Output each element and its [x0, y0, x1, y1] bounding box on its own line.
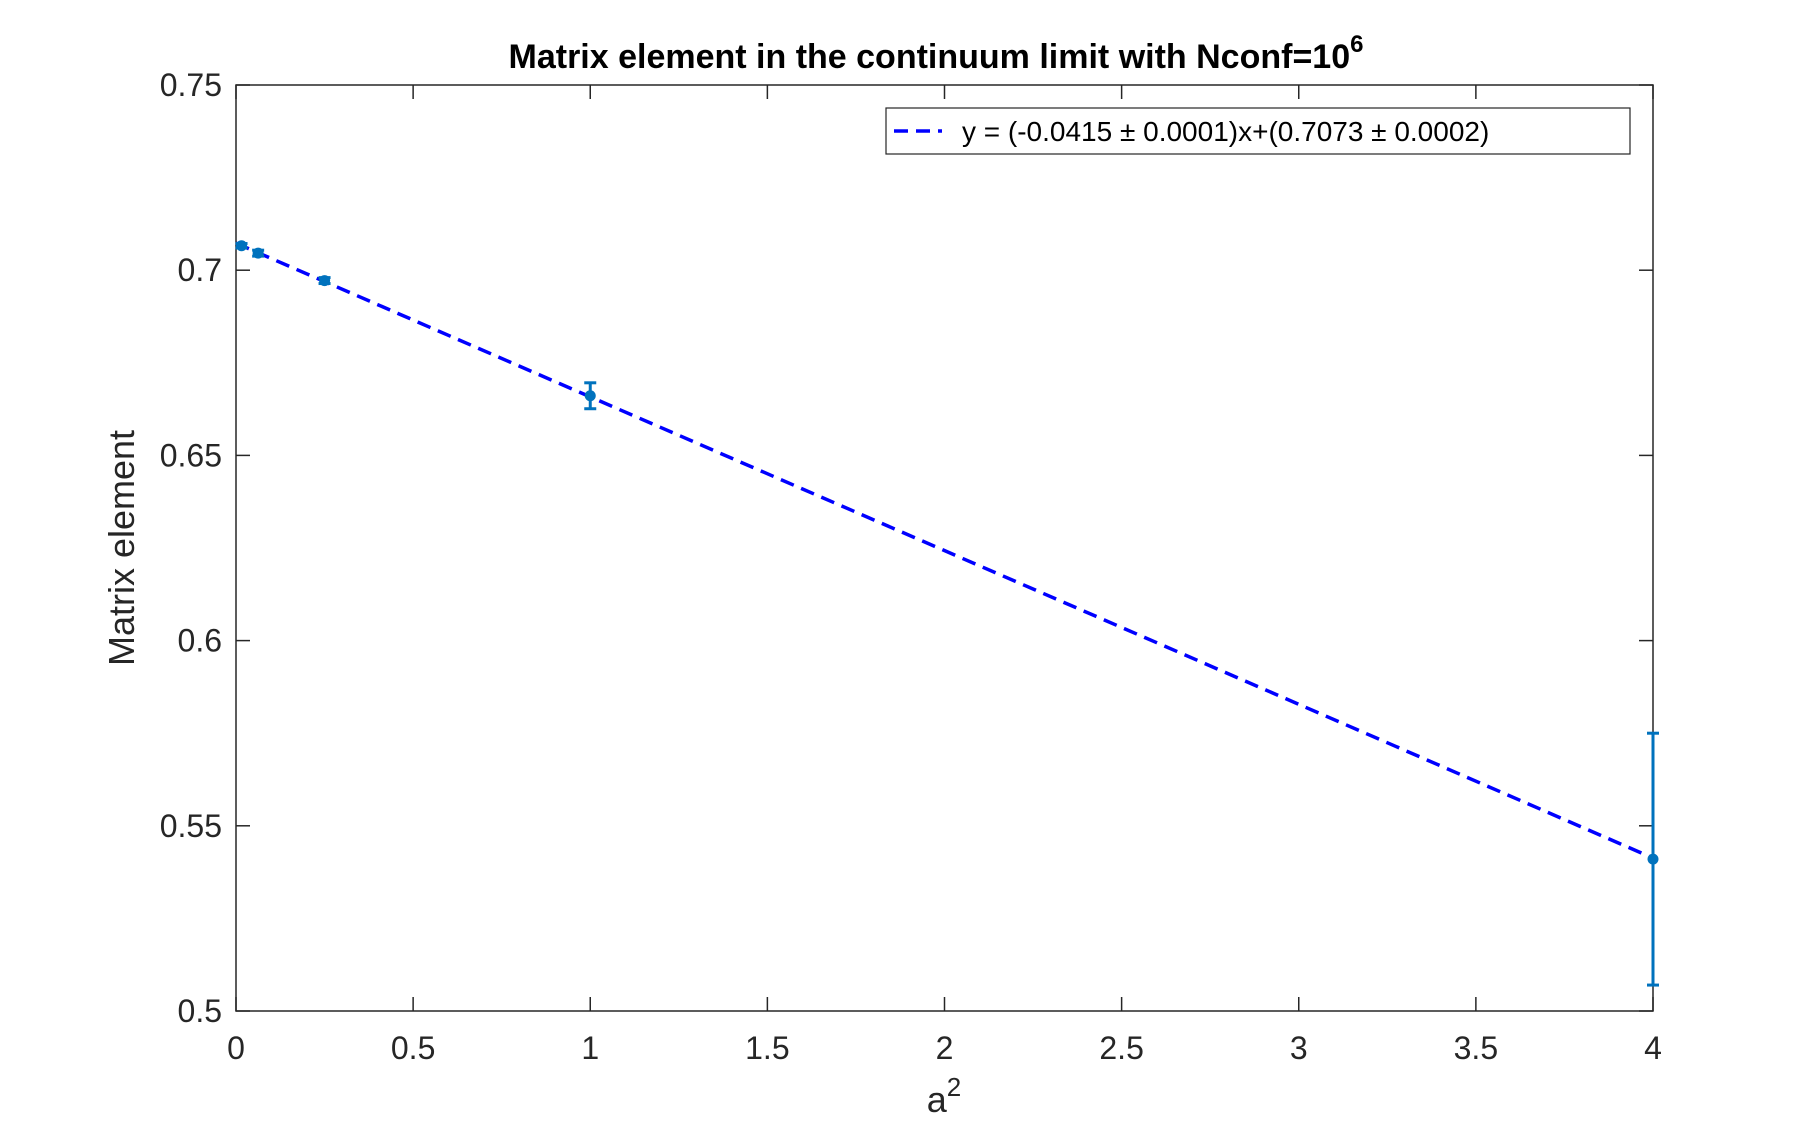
x-tick-label: 2	[936, 1030, 954, 1066]
y-tick-label: 0.5	[178, 993, 222, 1029]
data-point-marker	[236, 240, 248, 252]
x-tick-label: 0	[227, 1030, 245, 1066]
x-tick-label: 1	[581, 1030, 599, 1066]
y-tick-label: 0.65	[160, 437, 222, 473]
x-tick-label: 2.5	[1099, 1030, 1143, 1066]
data-point-marker	[319, 275, 331, 287]
y-tick-label: 0.75	[160, 67, 222, 103]
data-point-marker	[252, 247, 264, 259]
chart-title-superscript: 6	[1350, 31, 1363, 58]
x-axis-title-superscript: 2	[947, 1072, 961, 1102]
x-tick-label: 0.5	[391, 1030, 435, 1066]
x-tick-label: 4	[1644, 1030, 1662, 1066]
x-tick-label: 3	[1290, 1030, 1308, 1066]
y-tick-label: 0.55	[160, 808, 222, 844]
data-points-layer	[235, 240, 1659, 987]
x-tick-label: 1.5	[745, 1030, 789, 1066]
plot-area-frame	[235, 84, 1654, 1012]
y-tick-label: 0.7	[178, 252, 222, 288]
x-tick-label: 3.5	[1454, 1030, 1498, 1066]
legend-label-fit: y = (-0.0415 ± 0.0001)x+(0.7073 ± 0.0002…	[962, 116, 1489, 147]
legend-box	[885, 107, 1631, 155]
legend: y = (-0.0415 ± 0.0001)x+(0.7073 ± 0.0002…	[885, 107, 1631, 155]
y-axis-title: Matrix element	[101, 430, 142, 666]
chart-title-main: Matrix element in the continuum limit wi…	[509, 38, 1351, 76]
x-axis-ticks: 0 0.5 1 1.5 2 2.5 3 3.5 4	[227, 85, 1662, 1066]
y-tick-label: 0.6	[178, 623, 222, 659]
x-axis-title-main: a	[927, 1079, 948, 1120]
x-axis-title: a2	[927, 1072, 962, 1120]
fit-line	[235, 241, 1654, 860]
fit-line-layer	[235, 241, 1654, 860]
y-axis-ticks: 0.5 0.55 0.6 0.65 0.7 0.75	[160, 67, 1653, 1029]
data-point-marker	[584, 390, 596, 402]
chart-title: Matrix element in the continuum limit wi…	[509, 31, 1364, 76]
data-point-marker	[1647, 853, 1659, 865]
